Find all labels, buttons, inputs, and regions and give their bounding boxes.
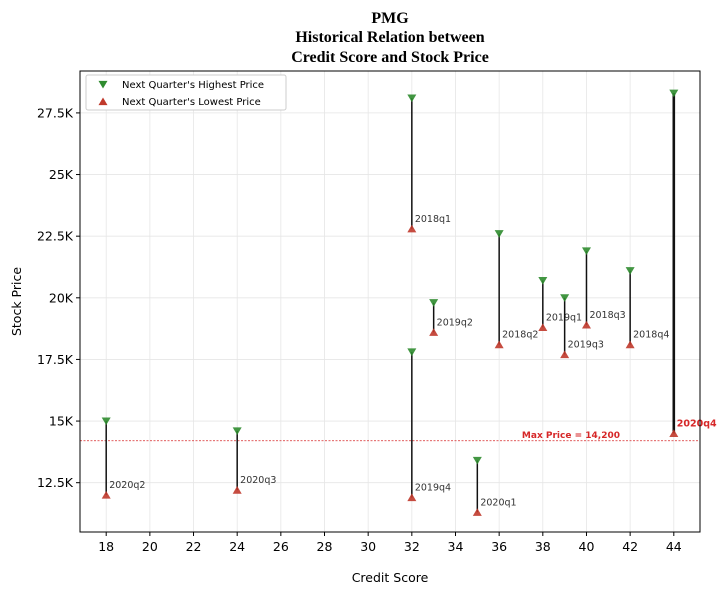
ticks: 18 20 22 24 26 28 30 32 34 36 38 40 42 44 12.5K 15K 17.5… [37, 105, 682, 554]
point-label: 2020q3 [240, 475, 276, 486]
high-price-marker [560, 294, 570, 302]
legend-marker-lowest [98, 97, 108, 106]
x-tick-label: 38 [535, 539, 551, 554]
max-price-label: Max Price = 14,200 [522, 431, 620, 441]
title-line-3: Credit Score and Stock Price [291, 49, 489, 66]
y-tick-label: 20K [49, 290, 74, 305]
high-price-marker [407, 348, 417, 357]
high-price-marker [407, 94, 417, 103]
point-label: 2020q2 [109, 480, 145, 491]
point-label: 2018q4 [633, 330, 669, 341]
chart-title: PMG Historical Relation between Credit S… [291, 10, 489, 66]
x-tick-label: 32 [404, 539, 420, 554]
x-tick-label: 36 [491, 539, 507, 554]
x-axis-label: Credit Score [352, 570, 429, 585]
high-price-marker [538, 276, 548, 285]
low-price-marker [429, 328, 439, 336]
legend-label-lowest: Next Quarter's Lowest Price [122, 97, 261, 108]
point-label: 2019q4 [415, 482, 451, 493]
data-layer: 2020q2 2020q3 2018q1 2019q4 2019q2 2020q1 2018… [101, 89, 717, 516]
title-line-1: PMG [371, 10, 409, 27]
y-tick-label: 15K [49, 414, 74, 429]
low-price-marker [581, 320, 591, 329]
max-price-line-group: Max Price = 14,200 [80, 431, 700, 442]
x-tick-label: 24 [229, 539, 245, 554]
point-label: 2019q3 [568, 340, 604, 351]
low-price-marker [494, 340, 504, 349]
point-label: 2018q3 [589, 310, 625, 321]
x-tick-label: 18 [98, 539, 114, 554]
title-line-2: Historical Relation between [295, 29, 484, 46]
low-price-marker [101, 490, 111, 499]
legend-marker-highest [98, 80, 108, 89]
y-tick-label: 17.5K [37, 352, 74, 367]
legend-label-highest: Next Quarter's Highest Price [122, 80, 264, 91]
high-price-marker [669, 89, 679, 98]
high-price-marker [429, 299, 439, 307]
x-tick-label: 42 [622, 539, 638, 554]
x-tick-label: 20 [142, 539, 158, 554]
point-label: 2020q1 [480, 497, 516, 508]
high-price-marker [625, 267, 635, 275]
y-tick-label: 25K [49, 167, 74, 182]
point-label: 2018q1 [415, 214, 451, 225]
legend: Next Quarter's Highest Price Next Quarte… [85, 74, 287, 111]
y-tick-label: 12.5K [37, 475, 74, 490]
y-tick-label: 27.5K [37, 105, 74, 120]
high-price-marker [232, 427, 242, 435]
high-price-marker [494, 230, 504, 238]
x-tick-label: 28 [317, 539, 333, 554]
low-price-marker [407, 493, 417, 502]
x-tick-label: 26 [273, 539, 289, 554]
grid [80, 71, 700, 532]
low-price-marker [232, 486, 242, 494]
low-price-marker [560, 350, 570, 359]
x-tick-label: 22 [186, 539, 202, 554]
y-axis-label: Stock Price [9, 267, 24, 336]
y-tick-label: 22.5K [37, 229, 74, 244]
low-price-marker [625, 340, 635, 349]
x-tick-label: 34 [448, 539, 464, 554]
low-price-marker [407, 224, 417, 233]
x-tick-label: 44 [666, 539, 682, 554]
low-price-marker [669, 429, 679, 437]
low-price-marker [538, 323, 548, 331]
x-tick-label: 30 [360, 539, 376, 554]
axes [79, 70, 701, 533]
high-price-marker [101, 417, 111, 426]
point-label: 2020q4 [677, 418, 717, 429]
high-price-marker [472, 456, 482, 465]
high-price-marker [581, 247, 591, 256]
low-price-marker [472, 508, 482, 516]
plot-frame [79, 70, 701, 533]
legend-box [85, 74, 287, 111]
point-label: 2019q2 [437, 317, 473, 328]
point-label: 2018q2 [502, 330, 538, 341]
x-tick-label: 40 [579, 539, 595, 554]
